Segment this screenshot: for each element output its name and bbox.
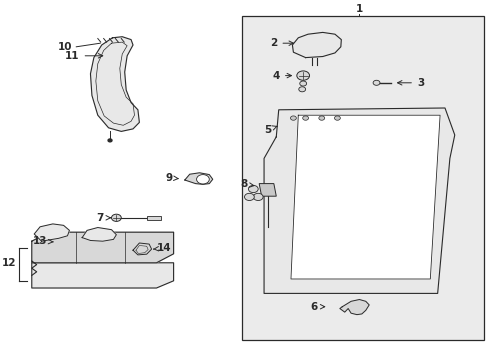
Circle shape — [290, 116, 296, 120]
Text: 10: 10 — [58, 42, 72, 52]
Circle shape — [111, 214, 121, 221]
Circle shape — [244, 193, 254, 201]
Text: 7: 7 — [96, 213, 110, 223]
Polygon shape — [133, 243, 151, 255]
Polygon shape — [32, 232, 173, 263]
Circle shape — [196, 175, 209, 184]
Text: 9: 9 — [165, 173, 178, 183]
Text: 1: 1 — [355, 4, 362, 14]
Circle shape — [372, 80, 379, 85]
Polygon shape — [264, 108, 454, 293]
Circle shape — [296, 71, 309, 80]
Text: 3: 3 — [397, 78, 423, 88]
Polygon shape — [34, 224, 69, 241]
Text: 2: 2 — [270, 38, 293, 48]
Text: 4: 4 — [272, 71, 291, 81]
Circle shape — [302, 116, 308, 120]
Text: 12: 12 — [1, 258, 16, 268]
Polygon shape — [82, 228, 116, 241]
Polygon shape — [184, 173, 212, 184]
Bar — [146, 216, 161, 220]
Circle shape — [318, 116, 324, 120]
Text: 13: 13 — [33, 236, 53, 246]
Text: 8: 8 — [240, 179, 253, 189]
Polygon shape — [290, 115, 439, 279]
Text: 5: 5 — [264, 125, 277, 135]
Polygon shape — [32, 263, 173, 288]
Text: 14: 14 — [153, 243, 171, 253]
Circle shape — [248, 185, 258, 193]
Bar — [242, 16, 483, 340]
Text: 6: 6 — [310, 302, 324, 312]
Polygon shape — [259, 184, 276, 196]
Text: 11: 11 — [65, 51, 102, 61]
Circle shape — [334, 116, 340, 120]
Circle shape — [299, 81, 306, 86]
Polygon shape — [90, 37, 139, 131]
Circle shape — [108, 139, 112, 142]
Circle shape — [298, 87, 305, 92]
Polygon shape — [292, 32, 341, 58]
Circle shape — [253, 193, 263, 201]
Polygon shape — [339, 300, 368, 315]
